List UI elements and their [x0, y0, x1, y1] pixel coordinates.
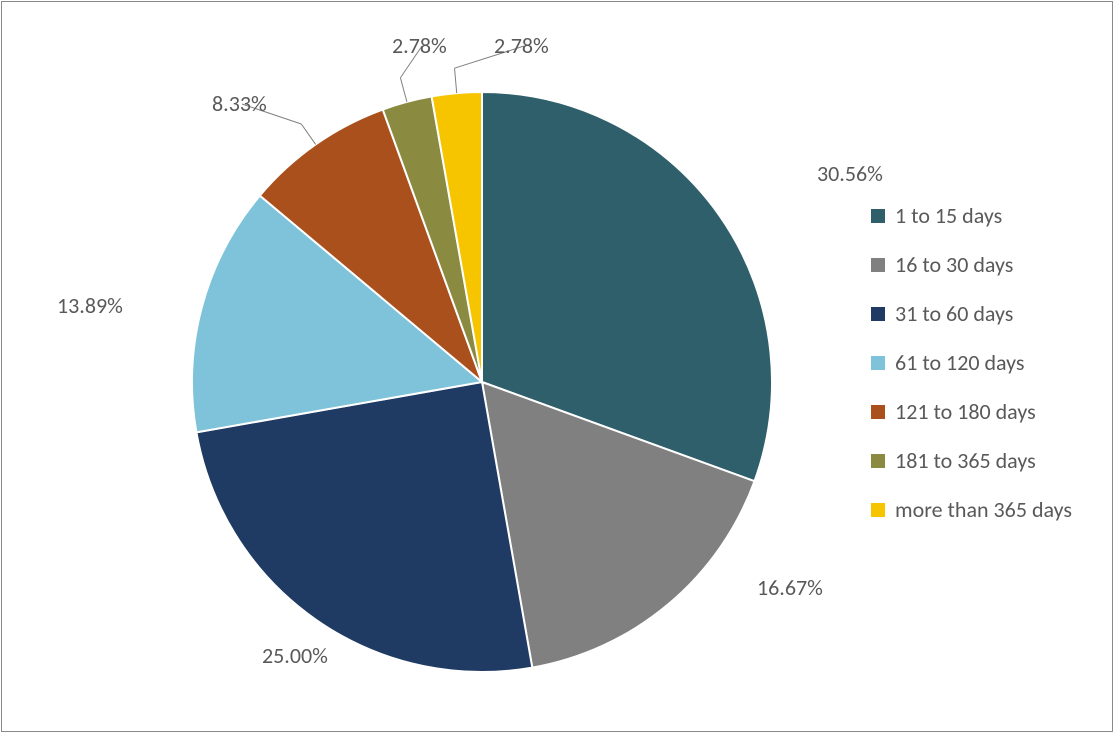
- legend-label: more than 365 days: [895, 496, 1072, 523]
- legend-swatch: [871, 454, 885, 468]
- legend-item: 61 to 120 days: [871, 349, 1072, 376]
- legend-label: 1 to 15 days: [895, 202, 1002, 229]
- legend-item: 31 to 60 days: [871, 300, 1072, 327]
- legend-swatch: [871, 356, 885, 370]
- data-label: 13.89%: [57, 292, 123, 319]
- legend-label: 61 to 120 days: [895, 349, 1024, 376]
- data-label: 16.67%: [757, 574, 823, 601]
- leader-line: [455, 68, 457, 93]
- pie-slice: [196, 382, 532, 672]
- data-label: 25.00%: [262, 642, 328, 669]
- legend-swatch: [871, 307, 885, 321]
- legend-swatch: [871, 405, 885, 419]
- data-label: 30.56%: [817, 160, 883, 187]
- leader-line: [301, 124, 315, 144]
- legend-item: 121 to 180 days: [871, 398, 1072, 425]
- legend-swatch: [871, 503, 885, 517]
- legend: 1 to 15 days 16 to 30 days 31 to 60 days 61…: [871, 202, 1072, 523]
- data-label: 2.78%: [494, 32, 549, 59]
- legend-swatch: [871, 258, 885, 272]
- legend-label: 121 to 180 days: [895, 398, 1036, 425]
- legend-item: 181 to 365 days: [871, 447, 1072, 474]
- legend-label: 31 to 60 days: [895, 300, 1013, 327]
- legend-item: more than 365 days: [871, 496, 1072, 523]
- legend-item: 1 to 15 days: [871, 202, 1072, 229]
- data-label: 8.33%: [212, 90, 267, 117]
- legend-swatch: [871, 209, 885, 223]
- chart-container: 30.56%16.67%25.00%13.89%8.33%2.78%2.78% …: [1, 1, 1113, 732]
- data-label: 2.78%: [392, 32, 447, 59]
- legend-item: 16 to 30 days: [871, 251, 1072, 278]
- legend-label: 181 to 365 days: [895, 447, 1036, 474]
- legend-label: 16 to 30 days: [895, 251, 1013, 278]
- leader-line: [400, 78, 406, 102]
